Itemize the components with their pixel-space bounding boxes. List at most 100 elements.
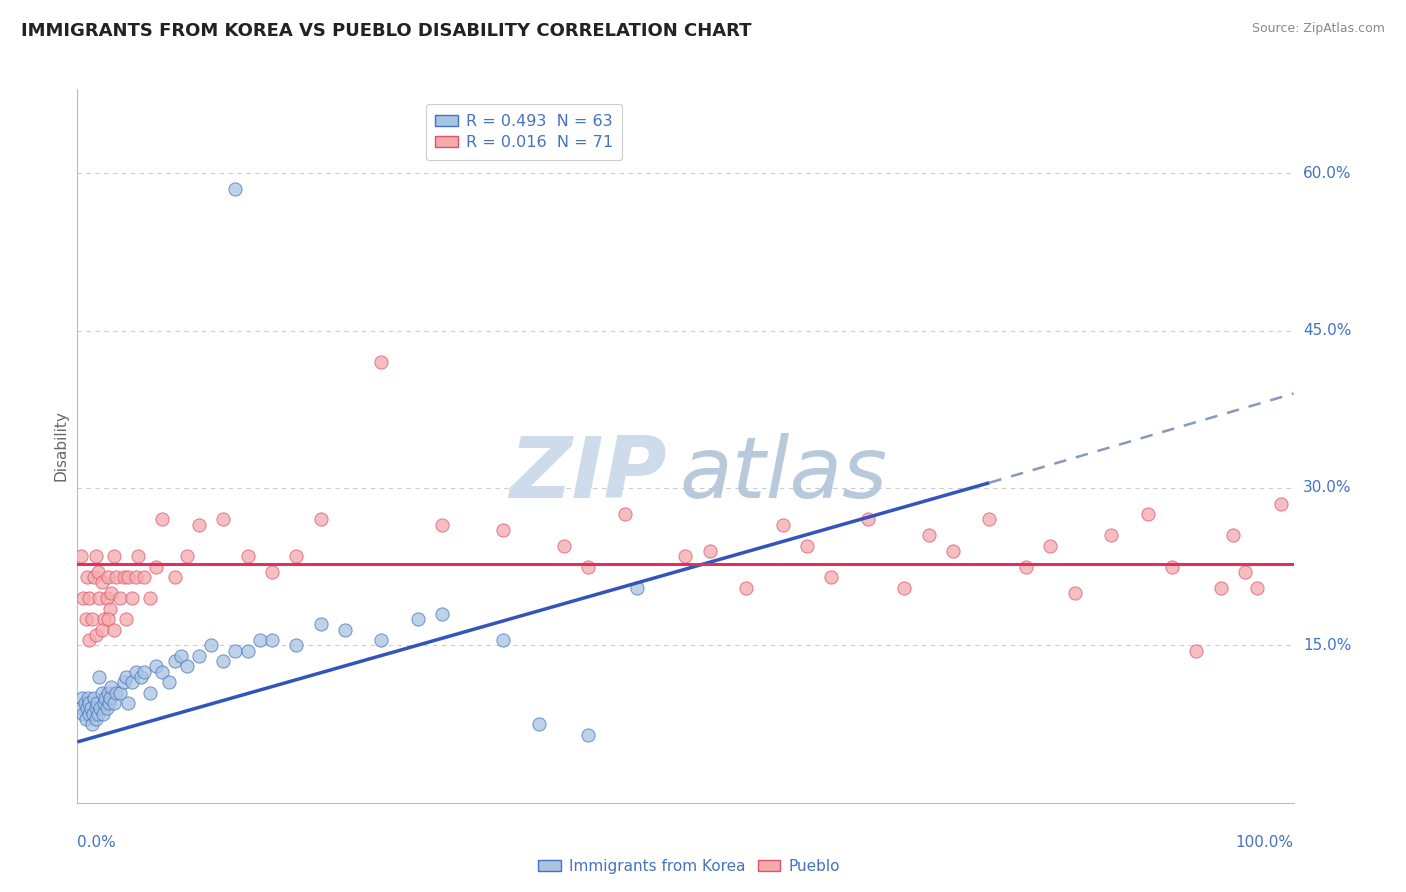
Point — [626, 581, 648, 595]
Point — [75, 712, 97, 726]
Point — [370, 633, 392, 648]
Point — [129, 670, 152, 684]
Legend: R = 0.493  N = 63, R = 0.016  N = 71: R = 0.493 N = 63, R = 0.016 N = 71 — [426, 104, 623, 160]
Point — [121, 591, 143, 606]
Point — [224, 182, 246, 196]
Point — [430, 517, 453, 532]
Point — [1233, 565, 1256, 579]
Point — [309, 617, 332, 632]
Point — [125, 665, 148, 679]
Point — [260, 633, 283, 648]
Point — [121, 675, 143, 690]
Point — [1270, 497, 1292, 511]
Point — [333, 623, 356, 637]
Text: Source: ZipAtlas.com: Source: ZipAtlas.com — [1251, 22, 1385, 36]
Point — [134, 665, 156, 679]
Point — [1209, 581, 1232, 595]
Point — [84, 549, 107, 564]
Point — [90, 685, 112, 699]
Point — [86, 696, 108, 710]
Point — [117, 696, 139, 710]
Point — [856, 512, 879, 526]
Point — [1136, 507, 1159, 521]
Point — [1099, 528, 1122, 542]
Point — [115, 612, 138, 626]
Point — [100, 586, 122, 600]
Text: 60.0%: 60.0% — [1303, 166, 1351, 181]
Point — [89, 701, 111, 715]
Point — [79, 696, 101, 710]
Point — [1222, 528, 1244, 542]
Text: 0.0%: 0.0% — [77, 835, 117, 850]
Point — [87, 565, 110, 579]
Point — [98, 690, 121, 705]
Point — [163, 570, 186, 584]
Point — [820, 570, 842, 584]
Text: 30.0%: 30.0% — [1303, 481, 1351, 495]
Point — [285, 639, 308, 653]
Point — [90, 575, 112, 590]
Text: atlas: atlas — [679, 433, 887, 516]
Point — [212, 654, 235, 668]
Point — [134, 570, 156, 584]
Point — [108, 685, 131, 699]
Point — [145, 559, 167, 574]
Point — [918, 528, 941, 542]
Point — [139, 685, 162, 699]
Point — [112, 570, 135, 584]
Point — [96, 591, 118, 606]
Point — [1161, 559, 1184, 574]
Point — [76, 570, 98, 584]
Point — [105, 570, 128, 584]
Point — [89, 670, 111, 684]
Point — [152, 665, 174, 679]
Point — [103, 549, 125, 564]
Point — [83, 690, 105, 705]
Point — [152, 512, 174, 526]
Point — [73, 696, 96, 710]
Y-axis label: Disability: Disability — [53, 410, 69, 482]
Point — [89, 591, 111, 606]
Point — [91, 706, 114, 721]
Point — [125, 570, 148, 584]
Point — [1185, 643, 1208, 657]
Point — [93, 612, 115, 626]
Point — [98, 601, 121, 615]
Point — [613, 507, 636, 521]
Point — [176, 549, 198, 564]
Legend: Immigrants from Korea, Pueblo: Immigrants from Korea, Pueblo — [531, 853, 846, 880]
Point — [699, 544, 721, 558]
Text: ZIP: ZIP — [509, 433, 668, 516]
Point — [80, 701, 103, 715]
Point — [285, 549, 308, 564]
Text: 100.0%: 100.0% — [1236, 835, 1294, 850]
Point — [224, 643, 246, 657]
Point — [127, 549, 149, 564]
Point — [82, 706, 104, 721]
Point — [103, 696, 125, 710]
Point — [772, 517, 794, 532]
Point — [260, 565, 283, 579]
Point — [97, 685, 120, 699]
Point — [84, 628, 107, 642]
Point — [309, 512, 332, 526]
Point — [70, 549, 93, 564]
Point — [115, 670, 138, 684]
Point — [105, 685, 128, 699]
Point — [188, 517, 211, 532]
Point — [893, 581, 915, 595]
Point — [139, 591, 162, 606]
Point — [157, 675, 180, 690]
Point — [108, 591, 131, 606]
Point — [979, 512, 1001, 526]
Point — [236, 549, 259, 564]
Point — [117, 570, 139, 584]
Text: IMMIGRANTS FROM KOREA VS PUEBLO DISABILITY CORRELATION CHART: IMMIGRANTS FROM KOREA VS PUEBLO DISABILI… — [21, 22, 752, 40]
Point — [100, 681, 122, 695]
Point — [79, 591, 101, 606]
Point — [553, 539, 575, 553]
Point — [97, 696, 120, 710]
Point — [675, 549, 697, 564]
Point — [200, 639, 222, 653]
Point — [1039, 539, 1062, 553]
